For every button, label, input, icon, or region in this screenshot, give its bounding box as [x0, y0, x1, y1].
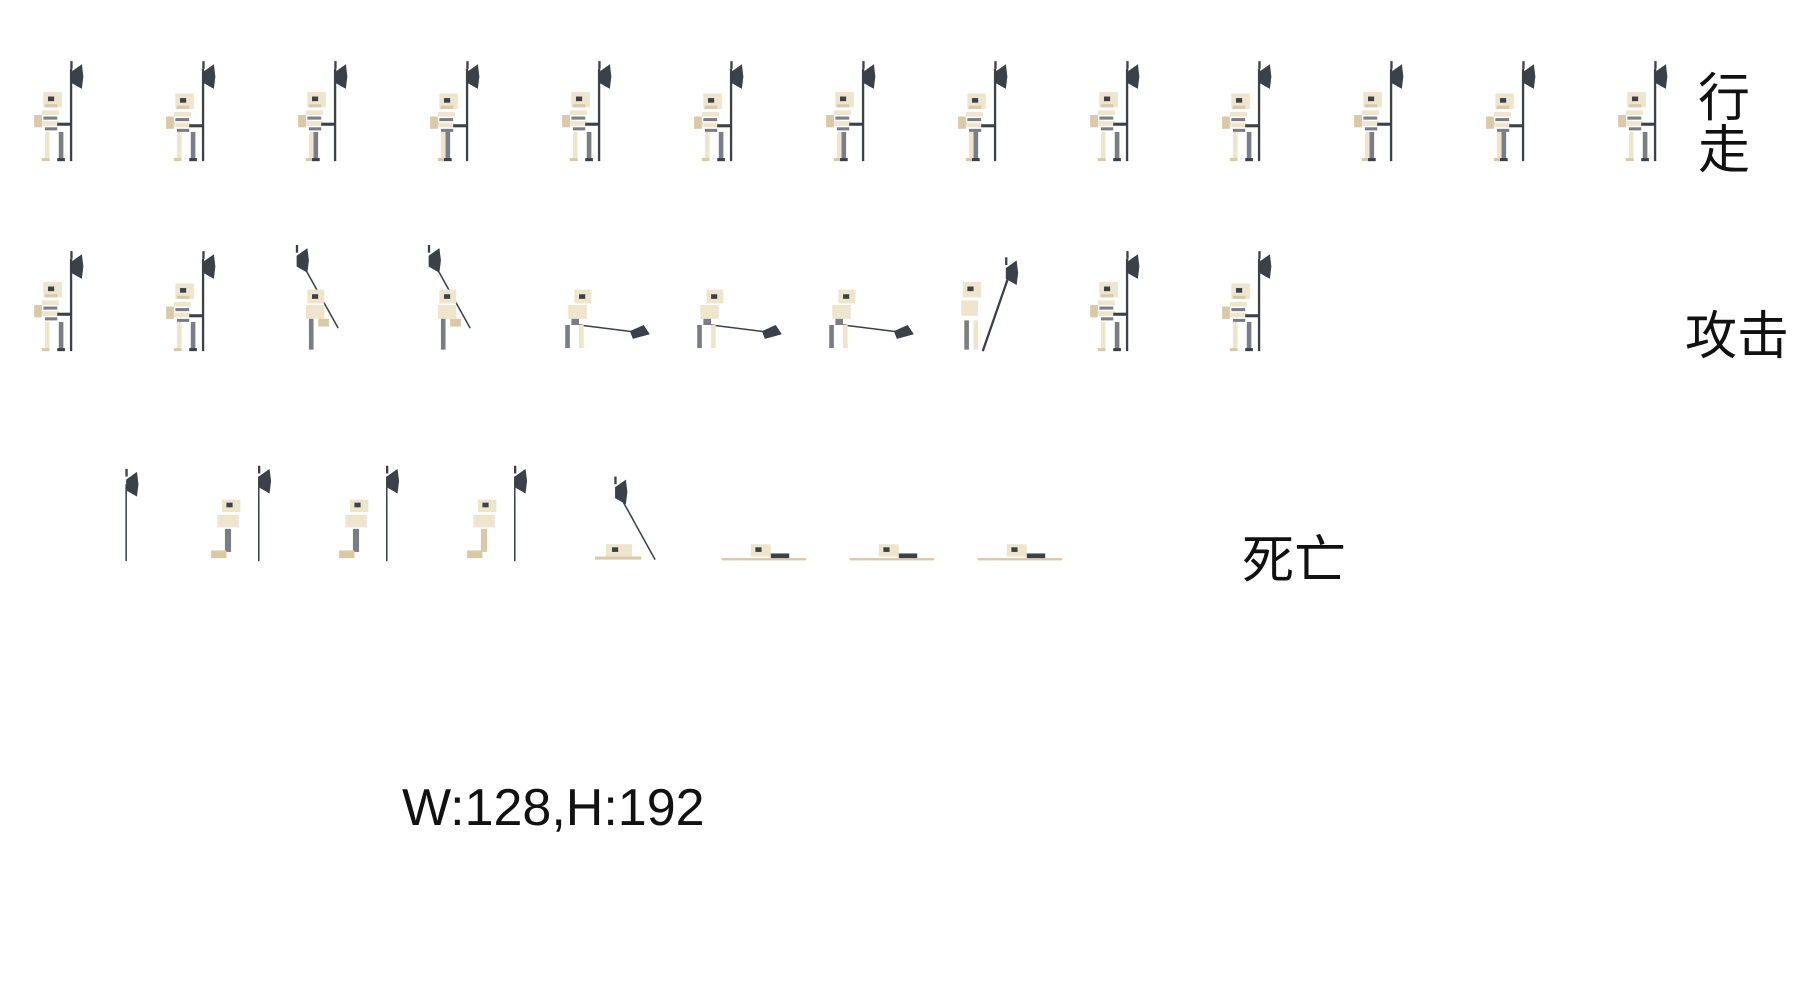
frame-size-note: W:128,H:192	[402, 779, 705, 837]
walk-frame	[1348, 45, 1448, 185]
attack-frame	[28, 235, 128, 375]
skeleton-sprite	[430, 61, 480, 162]
walk-frame	[160, 45, 260, 185]
attack-frame	[688, 235, 788, 375]
walk-frame	[1216, 45, 1316, 185]
skeleton-sprite	[958, 61, 1008, 162]
walk-frame	[28, 45, 128, 185]
death-frame	[848, 445, 948, 585]
walk-row: 行走	[0, 45, 1800, 245]
walk-frame	[1480, 45, 1580, 185]
skeleton-sprite	[595, 476, 656, 560]
skeleton-sprite	[849, 544, 935, 561]
death-row: 死亡	[0, 445, 1800, 645]
death-frame	[336, 445, 436, 585]
attack-frame	[556, 235, 656, 375]
skeleton-sprite	[298, 61, 348, 162]
skeleton-sprite	[427, 245, 471, 350]
skeleton-sprite	[694, 61, 744, 162]
walk-frame	[688, 45, 788, 185]
skeleton-sprite	[1354, 61, 1404, 162]
death-frame	[208, 445, 308, 585]
attack-frame	[424, 235, 524, 375]
skeleton-sprite	[295, 245, 339, 350]
skeleton-sprite	[1618, 61, 1668, 162]
skeleton-sprite	[1486, 61, 1536, 162]
walk-frame	[424, 45, 524, 185]
skeleton-sprite	[1090, 251, 1140, 352]
death-frame	[976, 445, 1076, 585]
death-frame	[720, 445, 820, 585]
walk-label: 行走	[1698, 69, 1751, 181]
skeleton-sprite	[721, 544, 807, 561]
death-label: 死亡	[1242, 531, 1347, 591]
skeleton-sprite	[211, 465, 272, 562]
walk-frame	[556, 45, 656, 185]
skeleton-sprite	[34, 251, 84, 352]
skeleton-sprite	[339, 465, 400, 562]
skeleton-sprite	[34, 61, 84, 162]
skeleton-sprite	[565, 289, 650, 349]
attack-row: 攻击	[0, 225, 1800, 425]
attack-frame	[952, 235, 1052, 375]
skeleton-sprite	[467, 465, 528, 562]
attack-frame	[1216, 235, 1316, 375]
walk-frame	[1084, 45, 1184, 185]
skeleton-sprite	[166, 61, 216, 162]
walk-frame	[952, 45, 1052, 185]
attack-label: 攻击	[1685, 307, 1790, 367]
skeleton-sprite	[1222, 251, 1272, 352]
skeleton-sprite	[562, 61, 612, 162]
walk-frame	[292, 45, 392, 185]
skeleton-sprite	[826, 61, 876, 162]
walk-frame	[820, 45, 920, 185]
skeleton-sprite	[829, 289, 914, 349]
skeleton-sprite	[1222, 61, 1272, 162]
skeleton-sprite	[166, 251, 216, 352]
skeleton-sprite	[125, 468, 139, 562]
death-frame	[592, 445, 692, 585]
skeleton-sprite	[961, 257, 1019, 352]
walk-frame	[1612, 45, 1712, 185]
skeleton-sprite	[697, 289, 782, 349]
skeleton-sprite	[1090, 61, 1140, 162]
attack-frame	[1084, 235, 1184, 375]
death-frame	[464, 445, 564, 585]
attack-frame	[292, 235, 392, 375]
death-frame	[80, 445, 180, 585]
skeleton-sprite	[977, 544, 1063, 561]
attack-frame	[160, 235, 260, 375]
attack-frame	[820, 235, 920, 375]
